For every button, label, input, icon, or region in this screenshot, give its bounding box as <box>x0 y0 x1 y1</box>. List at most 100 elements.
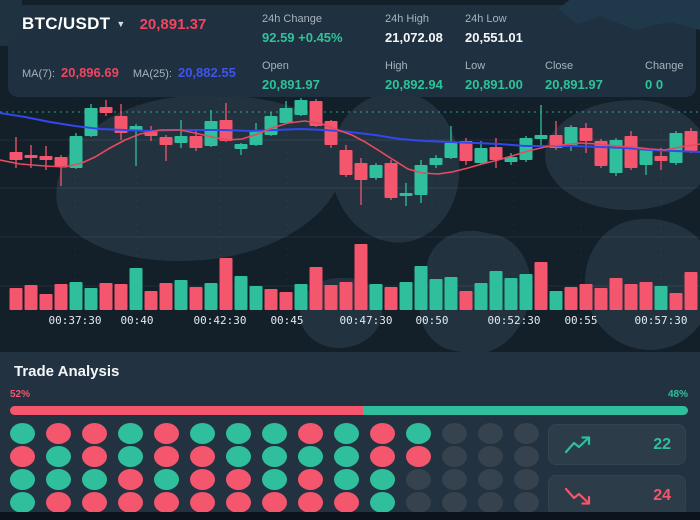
trade-dot-up <box>118 423 143 444</box>
trade-dot-empty <box>514 492 539 513</box>
x-axis-label: 00:37:30 <box>48 314 102 327</box>
buy-percent: 48% <box>667 389 688 400</box>
trade-dot-down <box>82 423 107 444</box>
stat-col-value: 21,072.08 <box>385 30 443 45</box>
stat-col-label: Open <box>262 60 289 72</box>
stat-col-label: 24h Change <box>262 13 322 25</box>
trade-dot-up <box>46 469 71 490</box>
ratio-bar-sell <box>10 406 363 415</box>
stat-col-change: Change 0 0 <box>645 60 684 92</box>
stat-col-label: Close <box>545 60 574 72</box>
stat-col-value: 20,891.00 <box>465 77 523 92</box>
trade-dot-empty <box>478 469 503 490</box>
trade-dot-up <box>334 423 359 444</box>
trade-dot-down <box>298 492 323 513</box>
trade-dot-up <box>370 469 395 490</box>
trade-dots-grid <box>10 423 539 515</box>
map-blob-top-left <box>0 0 22 46</box>
trade-dot-empty <box>478 446 503 467</box>
trade-dot-down <box>154 423 179 444</box>
ma-legend: MA(7): 20,896.69 MA(25): 20,882.55 <box>22 65 236 80</box>
stat-col-value: 92.59 +0.45% <box>262 30 343 45</box>
trade-dot-down <box>226 492 251 513</box>
pair-label: BTC/USDT <box>22 14 111 33</box>
stat-col-label: High <box>385 60 408 72</box>
stat-col-24h-high: 24h High 21,072.08 <box>385 13 443 45</box>
trade-dot-down <box>118 492 143 513</box>
stat-col-value: 0 0 <box>645 77 664 92</box>
sell-percent: 52% <box>10 389 31 400</box>
ma25-value: 20,882.55 <box>177 65 236 80</box>
footer-bar <box>0 512 700 520</box>
trade-dot-up <box>10 469 35 490</box>
trade-dot-down <box>262 492 287 513</box>
stat-col-low: Low 20,891.00 <box>465 60 523 92</box>
trade-dot-down <box>190 446 215 467</box>
trade-dot-up <box>46 446 71 467</box>
ma7-label: MA(7): <box>22 68 55 80</box>
stat-card-up: 22 <box>548 424 686 465</box>
trade-dot-empty <box>514 446 539 467</box>
ma25-label: MA(25): <box>132 68 172 80</box>
trade-dot-up <box>226 423 251 444</box>
trade-dot-down <box>370 446 395 467</box>
trade-dot-down <box>10 446 35 467</box>
chevron-down-icon: ▼ <box>116 18 126 29</box>
stat-col-value: 20,891.97 <box>262 77 320 92</box>
trade-dot-empty <box>442 446 467 467</box>
ratio-bar-buy <box>362 406 688 415</box>
trade-dot-up <box>262 423 287 444</box>
x-axis-label: 00:52:30 <box>487 314 541 327</box>
stat-col-value: 20,551.01 <box>465 30 523 45</box>
trade-dot-down <box>406 446 431 467</box>
trade-dot-down <box>82 492 107 513</box>
trade-dot-up <box>10 492 35 513</box>
down-trades-count: 24 <box>653 486 671 504</box>
candlestick-chart[interactable] <box>0 0 700 345</box>
trade-dot-down <box>118 469 143 490</box>
x-axis-label: 00:55 <box>564 314 598 327</box>
trade-dot-up <box>262 446 287 467</box>
x-axis-label: 00:50 <box>415 314 449 327</box>
trade-dot-down <box>154 446 179 467</box>
trade-dot-up <box>82 469 107 490</box>
trade-dot-empty <box>442 423 467 444</box>
trend-up-icon <box>564 435 591 453</box>
stat-card-down: 24 <box>548 475 686 516</box>
time-axis: 00:37:30 00:40 00:42:30 00:45 00:47:30 00:50 0… <box>0 314 700 332</box>
stat-col-24h-low: 24h Low 20,551.01 <box>465 13 523 45</box>
trade-dot-down <box>46 423 71 444</box>
trade-dot-empty <box>478 492 503 513</box>
x-axis-label: 00:45 <box>270 314 304 327</box>
stat-col-24h-change: 24h Change 92.59 +0.45% <box>262 13 343 45</box>
pair-selector[interactable]: BTC/USDT ▼ <box>22 14 126 34</box>
trade-dot-down <box>154 492 179 513</box>
header-panel: BTC/USDT ▼ 20,891.37 MA(7): 20,896.69 MA… <box>8 5 696 97</box>
trade-dot-empty <box>442 492 467 513</box>
trade-dot-up <box>226 446 251 467</box>
trade-dot-empty <box>514 423 539 444</box>
trade-dot-up <box>154 469 179 490</box>
trade-dot-up <box>10 423 35 444</box>
stat-col-high: High 20,892.94 <box>385 60 443 92</box>
up-trades-count: 22 <box>653 435 671 453</box>
x-axis-label: 00:47:30 <box>339 314 393 327</box>
stat-col-close: Close 20,891.97 <box>545 60 603 92</box>
trade-analysis-title: Trade Analysis <box>14 363 120 380</box>
trade-dot-down <box>370 423 395 444</box>
stat-col-label: Low <box>465 60 486 72</box>
trade-analysis-section: Trade Analysis 52% 48% 22 24 <box>0 352 700 516</box>
x-axis-label: 00:40 <box>120 314 154 327</box>
trade-dot-up <box>370 492 395 513</box>
trade-dot-up <box>118 446 143 467</box>
trade-dot-down <box>190 492 215 513</box>
trade-dot-empty <box>514 469 539 490</box>
trade-dot-down <box>82 446 107 467</box>
stat-col-value: 20,891.97 <box>545 77 603 92</box>
trade-dot-up <box>190 423 215 444</box>
x-axis-label: 00:42:30 <box>193 314 247 327</box>
trend-down-icon <box>564 487 591 505</box>
stat-col-open: Open 20,891.97 <box>262 60 320 92</box>
trade-dot-down <box>298 469 323 490</box>
last-price: 20,891.37 <box>139 15 207 33</box>
